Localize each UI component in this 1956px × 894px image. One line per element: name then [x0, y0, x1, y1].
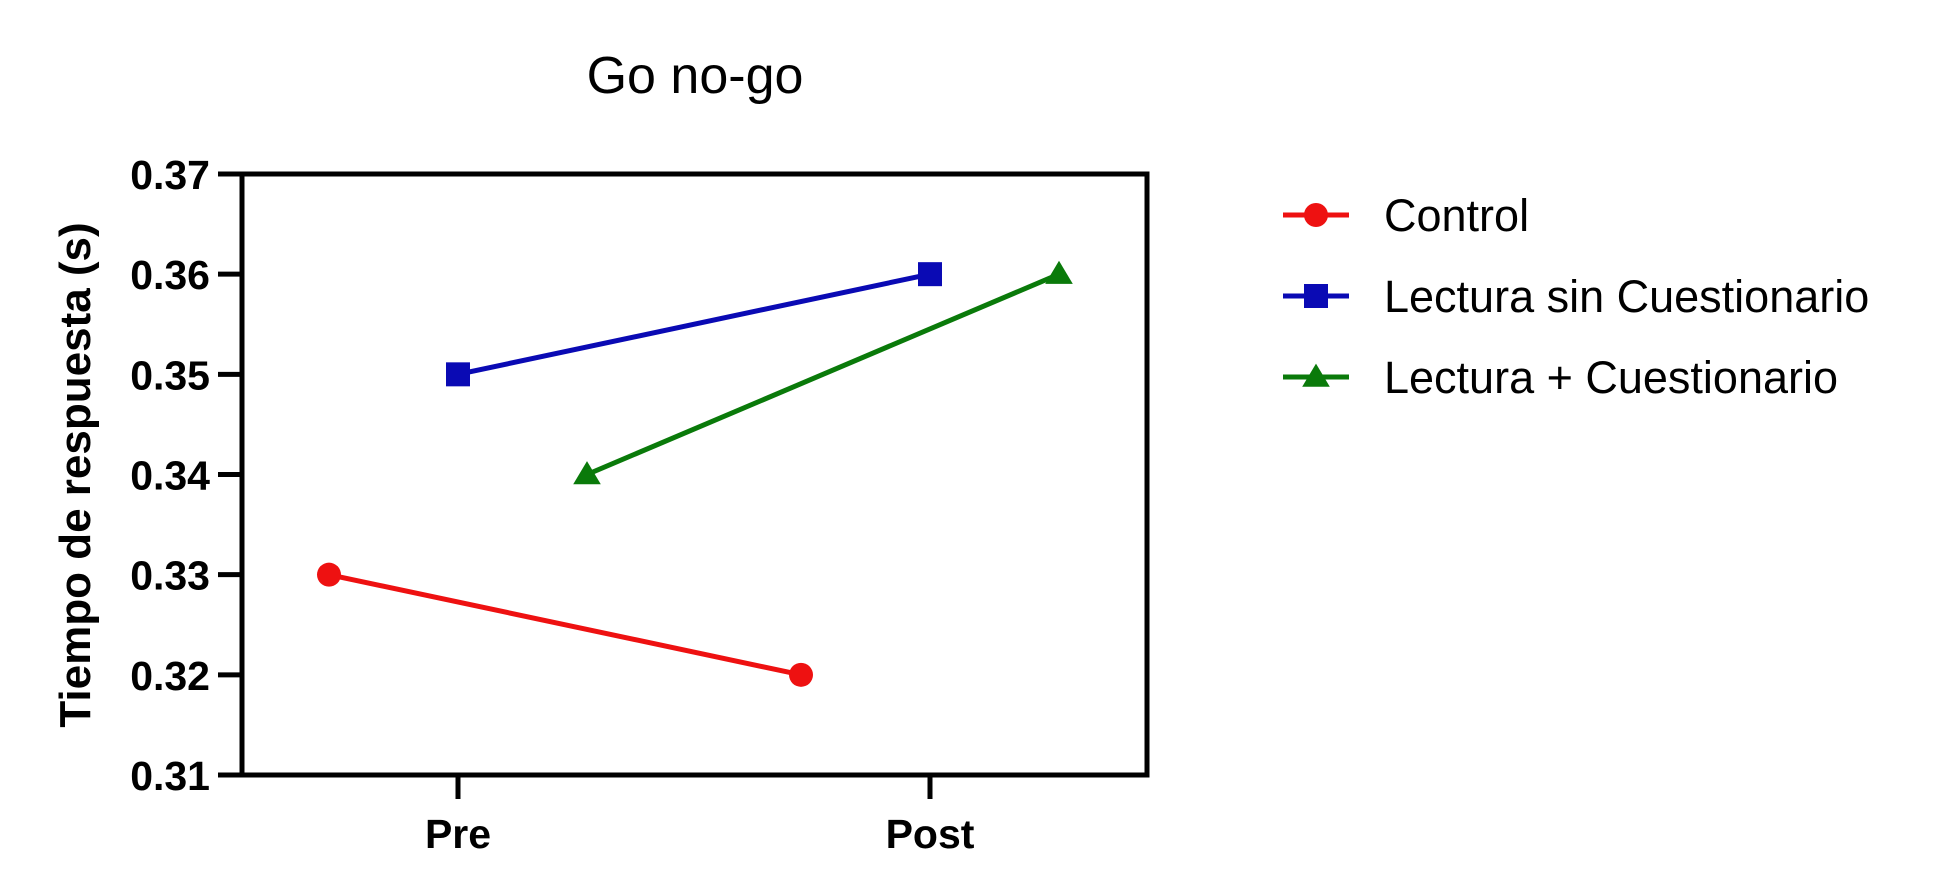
legend-marker: [1304, 203, 1328, 227]
legend-marker: [1302, 363, 1330, 387]
y-tick-label: 0.33: [130, 553, 210, 599]
y-axis-label: Tiempo de respuesta (s): [51, 222, 100, 727]
legend-label: Lectura + Cuestionario: [1384, 352, 1838, 403]
series-3: [573, 260, 1073, 485]
plot-frame: [239, 171, 1150, 778]
y-tick-label: 0.32: [130, 653, 210, 699]
series-line: [457, 271, 931, 377]
data-point: [918, 262, 942, 287]
y-tick-label: 0.36: [130, 252, 210, 298]
data-point: [1045, 260, 1073, 284]
legend: Control Lectura sin Cuestionario Lectura +…: [1283, 190, 1869, 403]
legend-entry: Lectura sin Cuestionario: [1283, 271, 1869, 322]
legend-label: Control: [1384, 190, 1529, 241]
legend-label: Lectura sin Cuestionario: [1384, 271, 1869, 322]
plot-area: 0.31 0.32 0.33 0.34 0.35 0.36 0.37 Pre Post: [130, 152, 1150, 857]
series-line: [586, 271, 1060, 477]
y-tick-label: 0.34: [130, 453, 210, 499]
legend-marker: [1304, 284, 1328, 308]
data-point: [317, 562, 341, 587]
series-1: [317, 562, 813, 687]
y-tick-label: 0.37: [130, 152, 210, 198]
series-2: [446, 262, 942, 387]
data-point: [789, 662, 813, 687]
data-point: [446, 362, 470, 387]
legend-entry: Control: [1283, 190, 1529, 241]
chart-title: Go no-go: [587, 47, 804, 105]
x-tick-label: Post: [886, 811, 975, 857]
x-tick-label: Pre: [425, 811, 491, 857]
data-point: [573, 461, 601, 485]
y-tick-label: 0.35: [130, 352, 210, 398]
legend-entry: Lectura + Cuestionario: [1283, 352, 1838, 403]
y-tick-label: 0.31: [130, 753, 210, 799]
series-line: [328, 572, 802, 678]
